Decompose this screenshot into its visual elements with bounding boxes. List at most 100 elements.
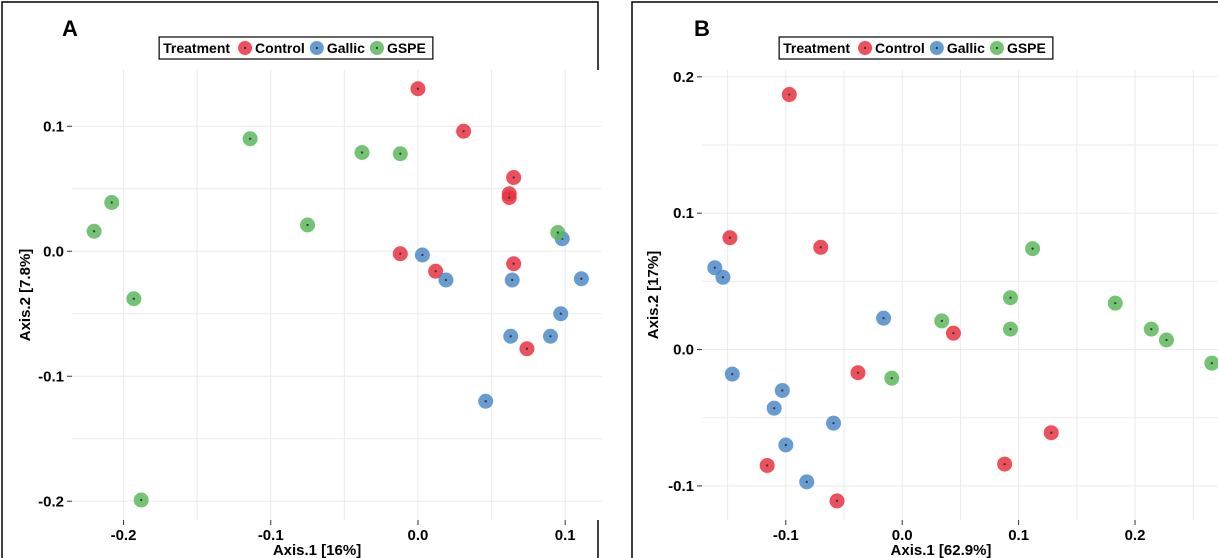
legend-key-dot bbox=[995, 46, 999, 50]
panel-border bbox=[631, 1, 1218, 558]
point-center-dot bbox=[140, 498, 143, 502]
point-center-dot bbox=[509, 335, 512, 338]
point-center-dot bbox=[784, 443, 787, 447]
point-center-dot bbox=[399, 152, 402, 155]
y-tick-label: -0.2 bbox=[38, 493, 64, 510]
panel-letter: A bbox=[62, 16, 78, 41]
legend-label-gspe: GSPE bbox=[387, 40, 426, 56]
point-center-dot bbox=[805, 480, 808, 483]
point-center-dot bbox=[940, 319, 943, 323]
series-gspe bbox=[884, 241, 1218, 386]
point-center-dot bbox=[766, 464, 769, 467]
point-center-dot bbox=[484, 400, 487, 403]
point-center-dot bbox=[731, 372, 734, 376]
point-center-dot bbox=[444, 278, 448, 282]
point-center-dot bbox=[416, 87, 420, 90]
point-center-dot bbox=[728, 236, 732, 239]
point-center-dot bbox=[580, 277, 583, 280]
point-center-dot bbox=[132, 297, 135, 300]
point-center-dot bbox=[713, 266, 716, 269]
point-center-dot bbox=[1031, 247, 1034, 250]
point-center-dot bbox=[819, 246, 822, 249]
legend-box bbox=[778, 36, 1054, 60]
x-tick-label: 0.1 bbox=[1008, 527, 1029, 544]
point-center-dot bbox=[832, 422, 835, 425]
point-center-dot bbox=[882, 317, 885, 320]
legend-box bbox=[158, 36, 434, 60]
data-points bbox=[86, 81, 589, 508]
y-tick-label: 0.2 bbox=[673, 69, 694, 86]
gridlines bbox=[702, 70, 1218, 520]
x-tick-label: -0.1 bbox=[773, 527, 799, 544]
point-center-dot bbox=[1210, 362, 1213, 365]
point-center-dot bbox=[434, 270, 437, 273]
point-center-dot bbox=[306, 223, 309, 227]
legend-label-gallic: Gallic bbox=[947, 40, 985, 56]
series-control bbox=[392, 81, 535, 357]
legend: Treatment Control Gallic GSPE bbox=[778, 36, 1054, 60]
point-center-dot bbox=[508, 196, 511, 199]
point-center-dot bbox=[360, 151, 364, 154]
legend-label-control: Control bbox=[875, 40, 925, 56]
point-center-dot bbox=[835, 499, 839, 503]
legend-label-gspe: GSPE bbox=[1007, 40, 1046, 56]
series-gspe bbox=[86, 131, 566, 508]
point-center-dot bbox=[890, 377, 893, 380]
y-tick-label: -0.1 bbox=[38, 368, 64, 385]
point-center-dot bbox=[1050, 431, 1053, 434]
point-center-dot bbox=[1009, 296, 1012, 299]
y-tick-label: -0.1 bbox=[668, 478, 694, 495]
legend-label-control: Control bbox=[255, 40, 305, 56]
y-tick-label: 0.0 bbox=[673, 342, 694, 359]
x-tick-label: 0.0 bbox=[892, 527, 913, 544]
point-center-dot bbox=[781, 389, 784, 392]
point-center-dot bbox=[512, 176, 515, 179]
point-center-dot bbox=[1150, 327, 1153, 331]
data-points bbox=[707, 87, 1218, 509]
y-axis-label: Axis.2 [17%] bbox=[645, 251, 662, 339]
legend-title: Treatment bbox=[163, 40, 230, 56]
point-center-dot bbox=[556, 231, 559, 234]
point-center-dot bbox=[952, 332, 955, 335]
point-center-dot bbox=[1165, 338, 1168, 342]
point-center-dot bbox=[559, 312, 562, 315]
point-center-dot bbox=[512, 262, 515, 265]
legend-key-dot bbox=[863, 46, 867, 50]
x-tick-label: 0.1 bbox=[555, 527, 576, 544]
series-gallic bbox=[414, 231, 589, 409]
y-tick-label: 0.1 bbox=[43, 118, 64, 135]
x-axis-label: Axis.1 [16%] bbox=[273, 542, 361, 558]
point-center-dot bbox=[110, 201, 113, 204]
point-center-dot bbox=[399, 252, 402, 255]
x-axis-label: Axis.1 [62.9%] bbox=[891, 542, 992, 558]
point-center-dot bbox=[462, 130, 465, 133]
plot-area bbox=[72, 70, 602, 520]
series-control bbox=[722, 87, 1059, 509]
legend-key-dot bbox=[315, 46, 318, 50]
x-tick-label: 0.0 bbox=[408, 527, 429, 544]
legend-title: Treatment bbox=[783, 40, 850, 56]
legend-key-dot bbox=[935, 46, 938, 50]
point-center-dot bbox=[525, 347, 529, 350]
y-tick-label: 0.0 bbox=[43, 243, 64, 260]
panel-letter: B bbox=[694, 16, 710, 41]
legend-key-dot bbox=[243, 46, 247, 50]
x-tick-label: 0.2 bbox=[1125, 527, 1146, 544]
y-axis-label: Axis.2 [7.8%] bbox=[17, 249, 34, 342]
point-center-dot bbox=[249, 137, 252, 140]
point-center-dot bbox=[1003, 462, 1006, 466]
panel-a: -0.2 -0.1 0.0 0.1 -0.2 -0.1 0.0 0.1 Axis.1 [16%]… bbox=[1, 1, 602, 558]
legend: Treatment Control Gallic GSPE bbox=[158, 36, 434, 60]
point-center-dot bbox=[1009, 327, 1012, 331]
point-center-dot bbox=[92, 230, 96, 233]
panel-b: -0.1 0.0 0.1 0.2 -0.1 0.0 0.1 0.2 Axis.1 [62.9%]… bbox=[631, 1, 1218, 558]
legend-key-dot bbox=[375, 46, 379, 50]
point-center-dot bbox=[421, 253, 424, 257]
legend-label-gallic: Gallic bbox=[327, 40, 365, 56]
point-center-dot bbox=[549, 335, 552, 338]
point-center-dot bbox=[511, 278, 514, 282]
point-center-dot bbox=[1114, 302, 1117, 305]
x-tick-label: -0.2 bbox=[111, 527, 137, 544]
x-tick-label: -0.1 bbox=[258, 527, 284, 544]
